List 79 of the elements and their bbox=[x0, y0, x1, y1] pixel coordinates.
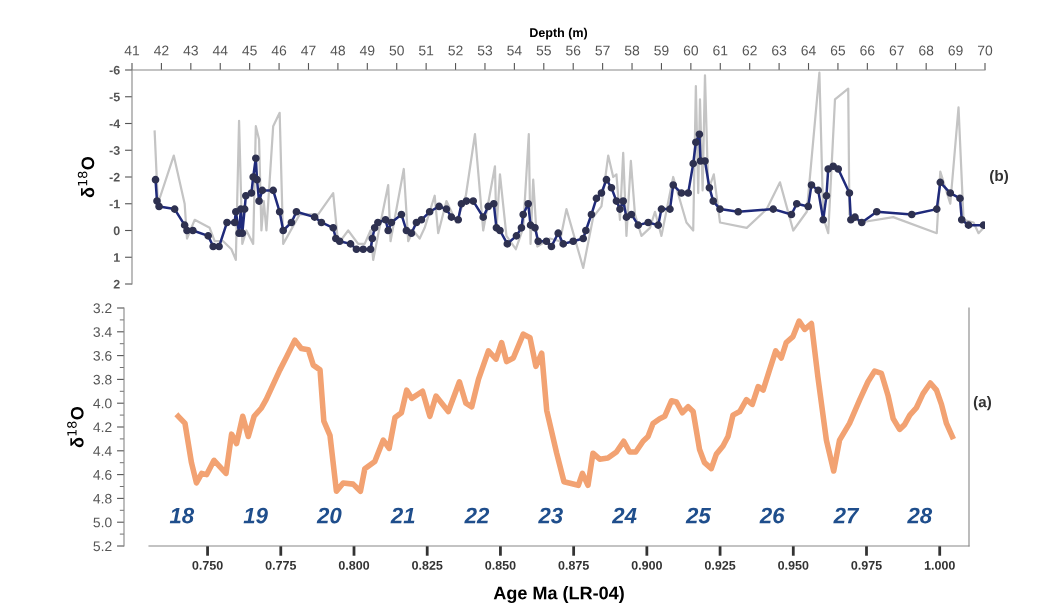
annotation: 27 bbox=[833, 507, 860, 524]
annotation: 21 bbox=[390, 507, 415, 524]
y-tick-label: 5.0 bbox=[93, 517, 112, 528]
x-tick-label: 51 bbox=[418, 45, 434, 56]
x-tick-label: 0.925 bbox=[704, 560, 736, 570]
x-tick-label: 48 bbox=[330, 45, 346, 56]
annotation: 18 bbox=[169, 507, 195, 524]
x-tick-label: 1.000 bbox=[924, 560, 955, 570]
x-tick-label: 53 bbox=[477, 45, 493, 56]
y-tick-label: 5.2 bbox=[93, 541, 112, 552]
y-tick-label: -6 bbox=[109, 65, 120, 75]
x-axis-title: Depth (m) bbox=[530, 27, 588, 40]
x-tick-label: 0.950 bbox=[778, 560, 809, 570]
y-tick-label: 4.0 bbox=[93, 398, 112, 409]
x-tick-label: 50 bbox=[389, 45, 404, 56]
y-tick-label: -1 bbox=[109, 199, 120, 209]
x-tick-label: 58 bbox=[624, 45, 640, 56]
y-tick-label: 2 bbox=[113, 279, 120, 289]
y-tick-label: 4.8 bbox=[93, 493, 112, 504]
x-tick-label: 70 bbox=[977, 45, 993, 56]
x-tick-label: 0.975 bbox=[851, 560, 882, 570]
x-tick-label: 57 bbox=[595, 45, 610, 56]
y-axis-title: δ$^{18}$O bbox=[67, 406, 84, 448]
x-tick-label: 63 bbox=[772, 45, 787, 56]
x-tick-label: 66 bbox=[860, 45, 875, 56]
annotation: 25 bbox=[685, 507, 712, 524]
annotation: 28 bbox=[907, 507, 933, 524]
y-tick-label: 3.2 bbox=[93, 303, 112, 314]
x-tick-label: 42 bbox=[154, 45, 169, 56]
x-tick-label: 62 bbox=[742, 45, 757, 56]
x-tick-label: 0.850 bbox=[485, 560, 516, 570]
x-tick-label: 55 bbox=[536, 45, 551, 56]
x-tick-label: 47 bbox=[301, 45, 316, 56]
x-tick-label: 59 bbox=[654, 45, 669, 56]
y-tick-label: -5 bbox=[109, 92, 120, 102]
y-tick-label: -4 bbox=[109, 119, 121, 129]
x-tick-label: 0.900 bbox=[631, 560, 662, 570]
x-tick-label: 49 bbox=[359, 45, 375, 56]
x-tick-label: 61 bbox=[713, 45, 728, 56]
annotation: 24 bbox=[611, 507, 637, 524]
x-tick-label: 68 bbox=[919, 45, 934, 56]
x-tick-label: 41 bbox=[124, 45, 140, 56]
annotation: 23 bbox=[538, 507, 563, 524]
x-tick-label: 54 bbox=[507, 45, 522, 56]
y-tick-label: 3.8 bbox=[93, 374, 112, 385]
x-tick-label: 0.775 bbox=[265, 560, 297, 570]
annotation: 26 bbox=[759, 507, 785, 524]
x-tick-label: 0.825 bbox=[412, 560, 443, 570]
y-tick-label: -2 bbox=[109, 172, 120, 182]
y-tick-label: 0 bbox=[113, 226, 120, 236]
x-tick-label: 43 bbox=[183, 45, 198, 56]
y-tick-label: 1 bbox=[114, 253, 120, 262]
y-tick-label: 3.6 bbox=[93, 350, 112, 361]
annotation: 19 bbox=[243, 507, 268, 524]
x-tick-label: 0.750 bbox=[192, 560, 223, 570]
y-axis-title: δ$^{18}$O bbox=[77, 156, 95, 198]
text: (b) bbox=[990, 169, 1009, 185]
x-tick-label: 65 bbox=[830, 45, 846, 56]
x-axis-title: Age Ma (LR-04) bbox=[493, 586, 624, 604]
y-tick-label: 4.4 bbox=[93, 446, 112, 456]
annotation: 20 bbox=[316, 507, 342, 524]
annotation: 22 bbox=[464, 507, 490, 524]
x-tick-label: 45 bbox=[242, 45, 257, 56]
y-tick-label: -3 bbox=[109, 146, 120, 155]
x-tick-label: 67 bbox=[889, 45, 904, 56]
y-tick-label: 4.2 bbox=[93, 422, 112, 433]
x-tick-label: 64 bbox=[801, 45, 816, 56]
text: (a) bbox=[973, 396, 992, 411]
x-tick-label: 69 bbox=[948, 45, 963, 56]
x-tick-label: 52 bbox=[448, 45, 463, 56]
y-tick-label: 4.6 bbox=[93, 469, 112, 480]
x-tick-label: 0.875 bbox=[558, 560, 589, 570]
y-tick-label: 3.4 bbox=[93, 327, 112, 337]
x-tick-label: 46 bbox=[271, 45, 287, 56]
x-tick-label: 56 bbox=[566, 45, 581, 56]
x-tick-label: 0.800 bbox=[338, 560, 370, 570]
x-tick-label: 60 bbox=[683, 45, 699, 56]
line-series bbox=[153, 71, 985, 270]
x-tick-label: 44 bbox=[212, 45, 228, 56]
